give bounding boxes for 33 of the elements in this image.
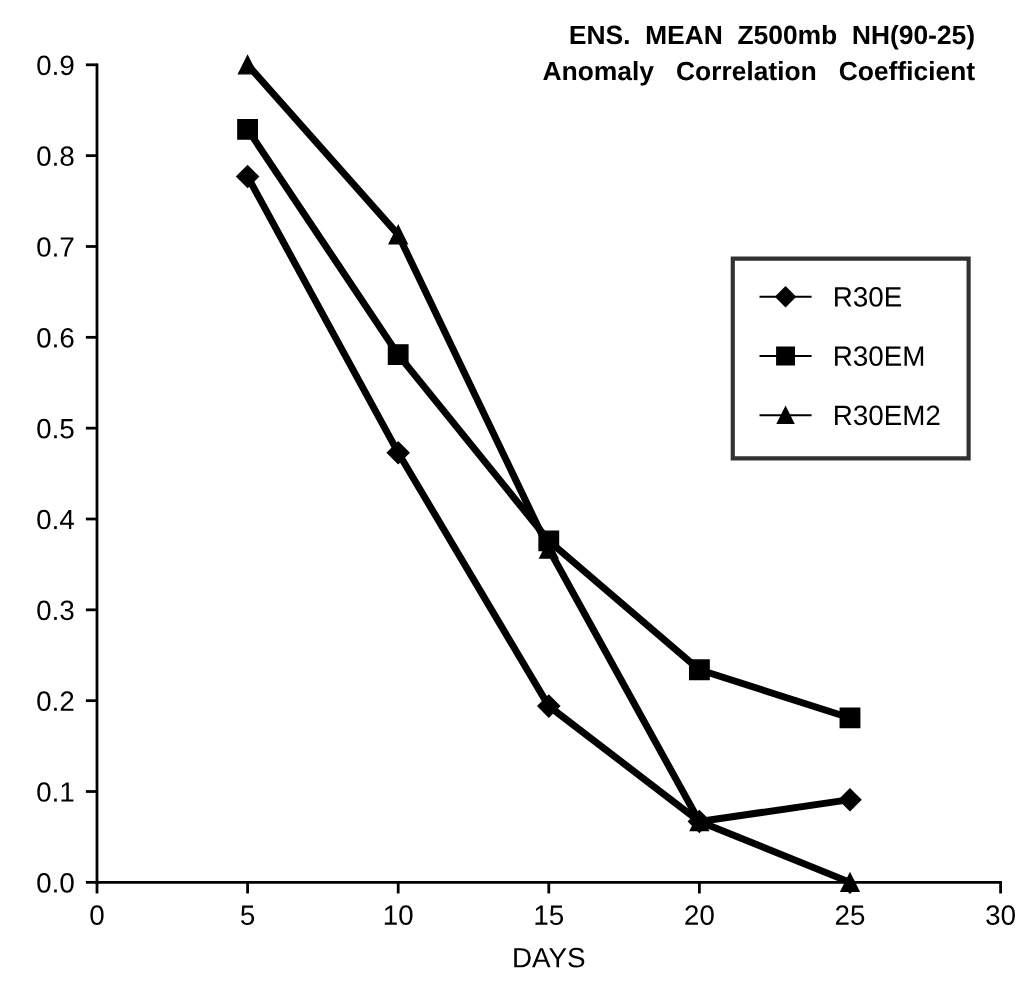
point [688,659,710,681]
x-tick-label: 5 [240,905,255,925]
point [237,118,259,140]
point [237,55,258,75]
point [386,441,410,465]
x-tick-label: 25 [835,905,865,925]
y-tick-label: 0.8 [37,146,74,166]
y-tick-label: 0.9 [37,55,74,76]
y-tick-label: 0.4 [37,509,74,530]
x-tick-label: 20 [685,905,714,925]
legend-label: R30E [835,287,902,307]
y-tick-label: 0.6 [37,327,74,348]
point [840,872,860,893]
legend-label: R30EM [835,346,924,366]
x-tick-label: 10 [384,905,413,925]
y-tick-label: 0.5 [37,418,74,439]
x-tick-label: 30 [986,905,1015,925]
point [838,788,862,812]
point [537,694,561,718]
y-tick-label: 0.7 [37,237,74,257]
point [236,165,260,189]
legend-label: R30EM2 [835,405,940,426]
y-tick-label: 0.3 [37,600,74,621]
x-tick-label: 0 [90,905,104,925]
x-tick-label: 15 [535,905,564,925]
chart-title: ENS. MEAN Z500mb NH(90-25) Anomaly Correlation Coefficient [543,24,975,86]
point [387,344,409,365]
point [839,707,861,729]
x-axis-title: DAYS [514,947,585,968]
y-tick-label: 0.2 [37,691,74,712]
y-tick-label: 0.0 [37,873,74,893]
y-tick-label: 0.1 [37,782,74,802]
point [388,224,408,245]
